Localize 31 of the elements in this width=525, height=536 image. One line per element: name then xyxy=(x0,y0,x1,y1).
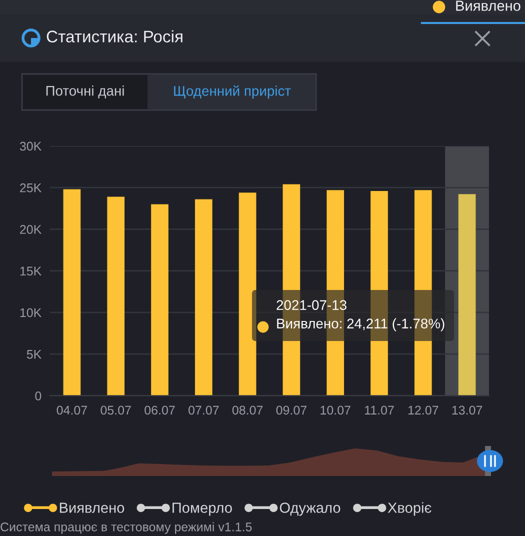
legend-label: Померло xyxy=(172,502,232,516)
y-tick-label: 30K xyxy=(20,142,42,151)
x-tick-label: 08.07 xyxy=(232,406,263,415)
x-tick-label: 07.07 xyxy=(188,406,219,415)
y-tick-label: 10K xyxy=(20,308,42,318)
bar xyxy=(194,199,212,396)
y-tick-label: 25K xyxy=(20,183,42,192)
text: Поточні дані xyxy=(46,86,124,98)
legend-label: Одужало xyxy=(280,502,340,516)
x-tick-label: 09.07 xyxy=(276,406,306,415)
x-tick-label: 06.07 xyxy=(144,406,175,415)
x-tick-label: 12.07 xyxy=(408,406,438,415)
x-tick-label: 04.07 xyxy=(56,406,87,415)
chart-title: Статистика: Росія xyxy=(46,30,182,42)
x-tick-label: 05.07 xyxy=(100,406,131,415)
text: Система працює в тестовому режимі v1.1.5 xyxy=(0,522,252,534)
y-tick-label: 0 xyxy=(35,392,42,400)
bar xyxy=(107,196,125,396)
legend-label: Виявлено xyxy=(60,502,124,513)
bar xyxy=(63,189,81,396)
bar xyxy=(151,204,168,396)
text: Щоденний приріст xyxy=(174,85,291,99)
x-tick-label: 10.07 xyxy=(320,406,350,415)
y-tick-label: 15K xyxy=(20,266,42,276)
y-tick-label: 5K xyxy=(26,350,42,359)
legend-label: Хворіє xyxy=(388,502,432,516)
text: Виявлено xyxy=(456,0,520,11)
y-tick-label: 20K xyxy=(20,225,42,234)
annotation: 2021-07-13 Виявлено: 24,211 (-1.78%) xyxy=(276,300,444,332)
x-tick-label: 11.07 xyxy=(365,406,394,415)
x-tick-label: 13.07 xyxy=(452,406,482,415)
